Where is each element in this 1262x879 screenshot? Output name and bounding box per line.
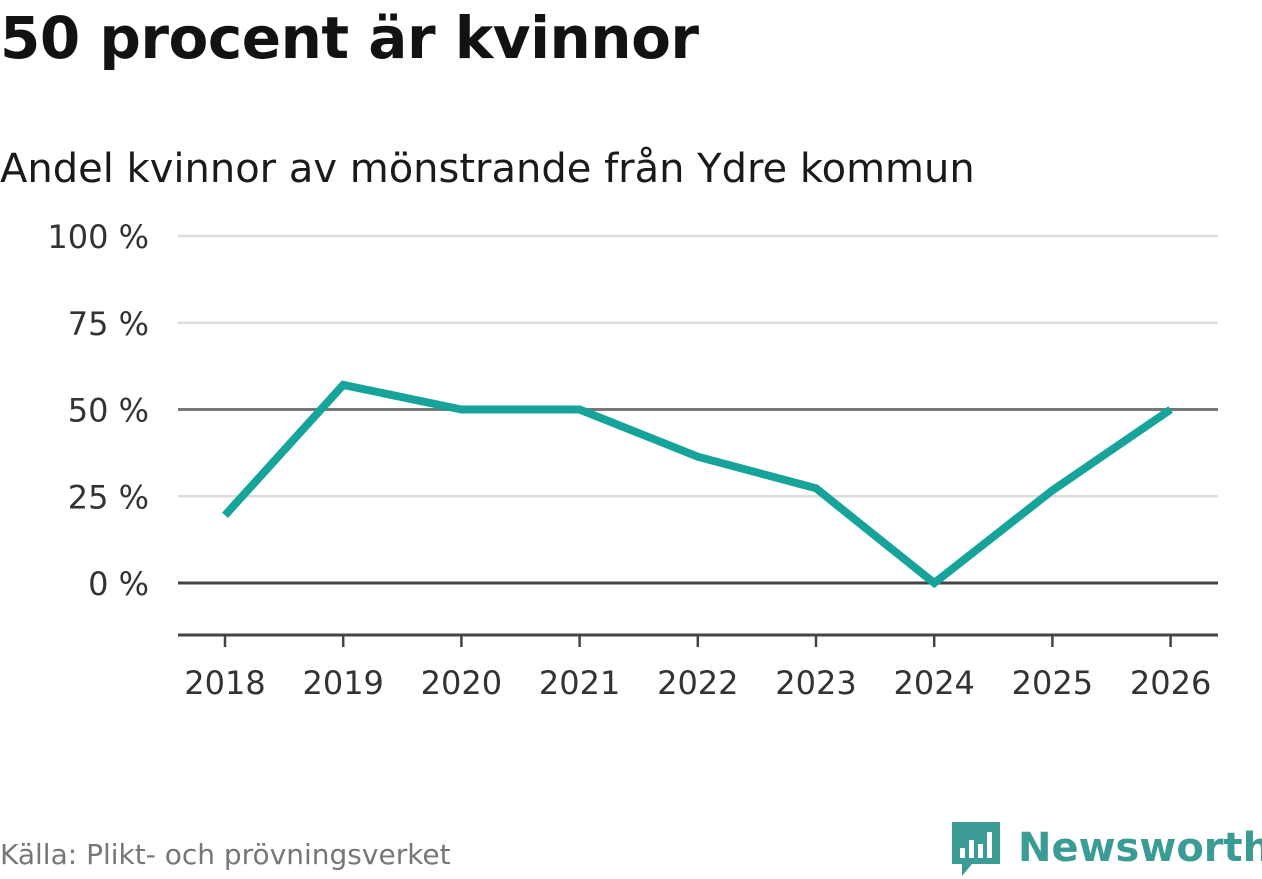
brand-name: Newsworthy [1018, 825, 1262, 871]
series-line [222, 380, 1173, 589]
newsworthy-logo-icon [952, 822, 1000, 876]
x-tick-label: 2025 [1012, 664, 1093, 702]
x-tick-label: 2021 [539, 664, 620, 702]
source-note: Källa: Plikt- och prövningsverket [0, 838, 451, 871]
x-tick-label: 2023 [775, 664, 856, 702]
x-tick-label: 2024 [893, 664, 974, 702]
x-tick-label: 2019 [302, 664, 383, 702]
series-layer [222, 380, 1173, 589]
axis-layer: 0 % 25 % 50 % 75 % 100 % 2018 2019 2020 2021 2022… [47, 218, 1218, 702]
grid-layer [178, 234, 1218, 585]
y-tick-label: 0 % [88, 565, 149, 603]
x-tick-label: 2018 [184, 664, 265, 702]
y-tick-label: 50 % [68, 392, 149, 430]
x-tick-label: 2020 [421, 664, 502, 702]
y-tick-label: 75 % [68, 305, 149, 343]
brand-logo: Newsworthy [950, 817, 1262, 879]
y-tick-label: 25 % [68, 478, 149, 516]
x-tick-label: 2022 [657, 664, 738, 702]
chart-title: 50 procent är kvinnor [0, 4, 699, 72]
y-tick-label: 100 % [47, 218, 149, 256]
x-tick-label: 2026 [1130, 664, 1211, 702]
line-chart: 0 % 25 % 50 % 75 % 100 % 2018 2019 2020 2021 2022… [47, 218, 1218, 702]
chart-subtitle: Andel kvinnor av mönstrande från Ydre ko… [0, 146, 975, 192]
